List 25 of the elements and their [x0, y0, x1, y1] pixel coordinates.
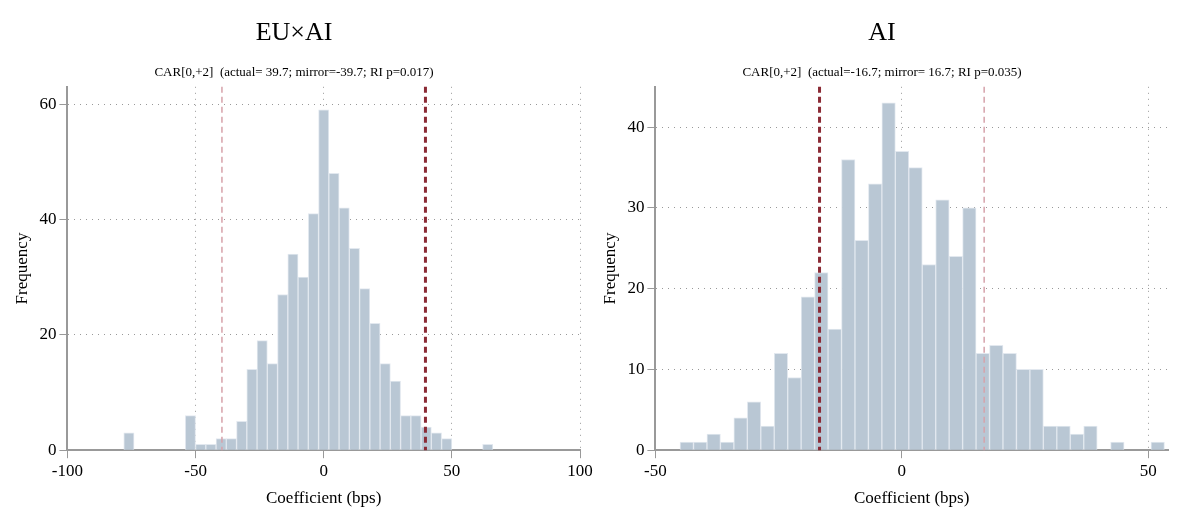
y-tick-label: 60 [39, 93, 57, 113]
x-tick-label: 100 [567, 460, 593, 480]
chart-subtitle: CAR[0,+2] (actual= 39.7; mirror=-39.7; RI p=0.017) [154, 64, 434, 80]
y-tick-label: 0 [47, 439, 57, 459]
y-tick-label: 20 [39, 324, 57, 344]
y-tick-label: 20 [627, 278, 645, 298]
x-tick-label: 0 [897, 460, 907, 480]
y-tick-label: 40 [627, 116, 645, 136]
x-tick-label: 0 [319, 460, 328, 480]
y-tick-label: 0 [635, 439, 645, 459]
x-axis-title: Coefficient (bps) [266, 488, 382, 508]
chart-subtitle: CAR[0,+2] (actual=-16.7; mirror= 16.7; RI p=0.035) [742, 64, 1022, 80]
x-tick-label: -50 [184, 460, 207, 480]
x-tick-label: -50 [644, 460, 667, 480]
y-axis-title: Frequency [599, 232, 619, 305]
chart-title: AI [868, 17, 896, 47]
y-tick-label: 40 [39, 208, 57, 228]
x-tick-label: -100 [51, 460, 83, 480]
y-tick-label: 10 [627, 358, 645, 378]
y-tick-label: 30 [627, 197, 645, 217]
x-tick-label: 50 [1139, 460, 1157, 480]
y-axis-title: Frequency [11, 232, 31, 305]
chart-title: EU×AI [255, 17, 333, 47]
x-tick-label: 50 [443, 460, 461, 480]
x-axis-title: Coefficient (bps) [854, 488, 970, 508]
